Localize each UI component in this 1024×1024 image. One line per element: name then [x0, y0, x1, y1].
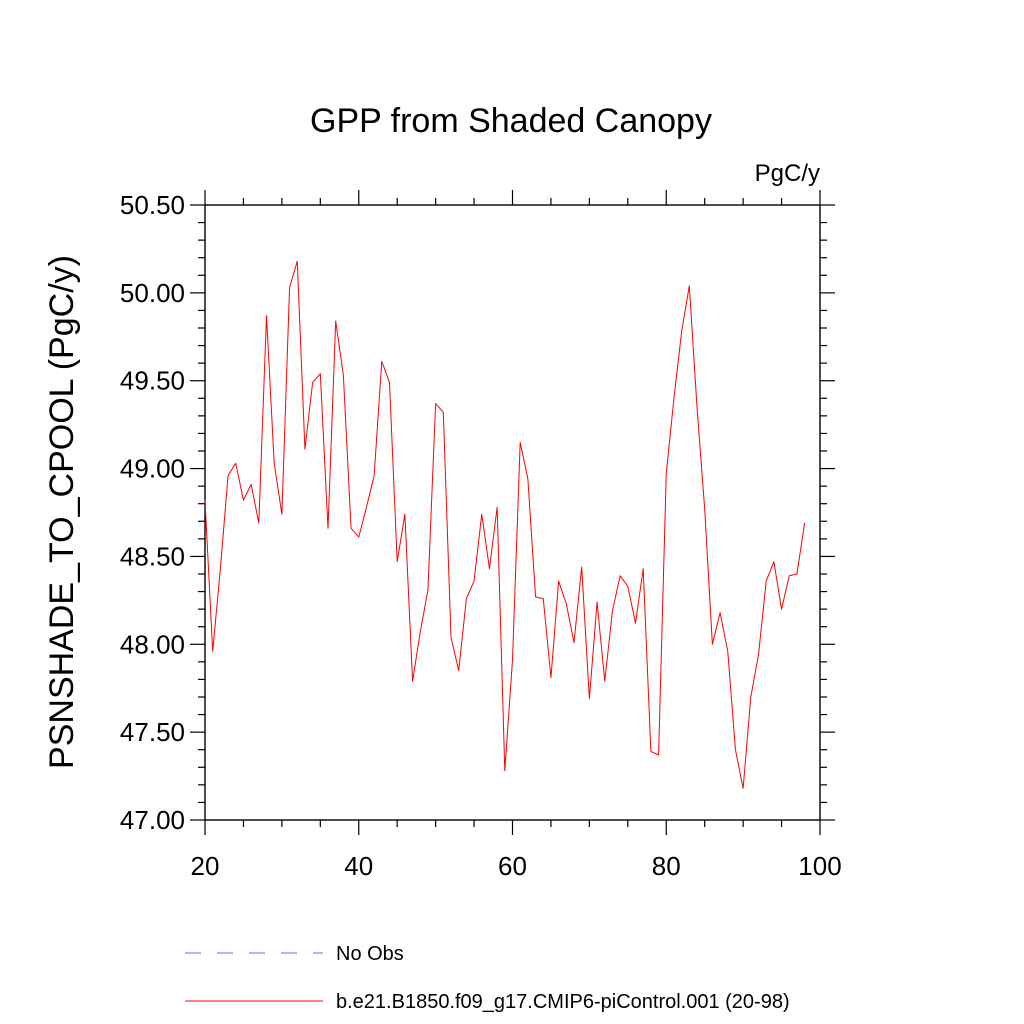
y-tick-label: 50.00: [120, 278, 185, 308]
units-label: PgC/y: [755, 160, 820, 187]
x-axis: 20 40 60 80 100: [191, 190, 842, 881]
y-axis: 47.00 47.50 48.00 48.50 49.00 49.50 50.00 50.50: [120, 190, 835, 835]
x-tick-label: 40: [344, 851, 373, 881]
plot-area: 20 40 60 80 100 47.00 47.50 48.00 48.50 49.00 49.…: [120, 190, 842, 881]
y-tick-label: 47.50: [120, 717, 185, 747]
legend: No Obs b.e21.B1850.f09_g17.CMIP6-piContr…: [185, 943, 790, 1013]
y-tick-label: 50.50: [120, 190, 185, 220]
y-tick-label: 49.00: [120, 454, 185, 484]
x-tick-label: 60: [498, 851, 527, 881]
y-tick-label: 48.50: [120, 541, 185, 571]
chart-title: GPP from Shaded Canopy: [310, 102, 712, 140]
legend-label-model: b.e21.B1850.f09_g17.CMIP6-piControl.001 …: [336, 991, 790, 1013]
x-tick-label: 100: [798, 851, 841, 881]
plot-frame: [204, 204, 821, 821]
y-tick-label: 49.50: [120, 366, 185, 396]
y-tick-label: 47.00: [120, 805, 185, 835]
series-line: [204, 260, 806, 789]
legend-label-no-obs: No Obs: [336, 943, 404, 965]
x-tick-label: 80: [652, 851, 681, 881]
x-tick-label: 20: [191, 851, 220, 881]
series-layer: [204, 260, 806, 789]
y-axis-label: PSNSHADE_TO_CPOOL (PgC/y): [43, 255, 81, 769]
y-tick-label: 48.00: [120, 629, 185, 659]
